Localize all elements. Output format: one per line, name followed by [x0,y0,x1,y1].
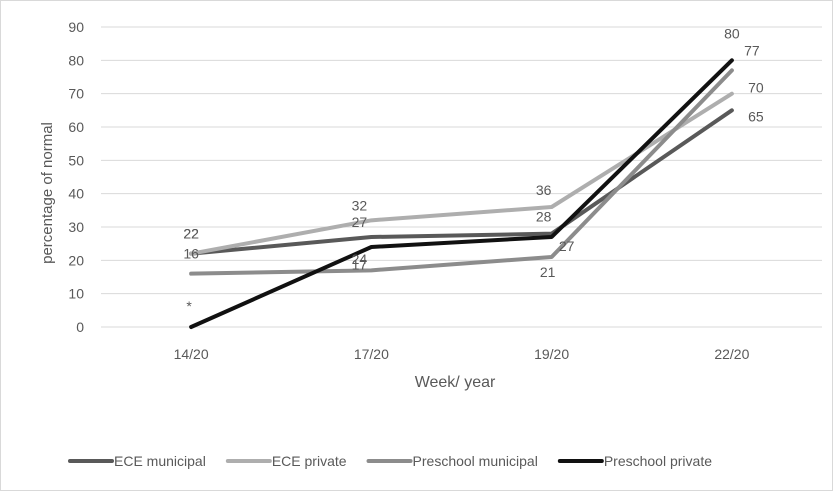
data-label: 27 [352,214,368,230]
x-tick-label: 17/20 [354,346,389,362]
y-tick-label: 80 [68,52,84,68]
data-label: 22 [183,226,199,242]
y-tick-label: 0 [76,319,84,335]
data-label: 17 [352,256,368,272]
data-label: 32 [352,197,368,213]
data-label: 70 [748,80,764,96]
legend-label: Preschool private [604,453,712,469]
data-label: 24 [352,251,368,267]
data-label: 22 [183,226,199,242]
y-tick-label: 90 [68,19,84,35]
x-tick-label: 14/20 [174,346,209,362]
legend-label: Preschool municipal [413,453,538,469]
data-label: 36 [536,182,552,198]
y-tick-label: 50 [68,152,84,168]
data-label: 21 [540,264,556,280]
legend: ECE municipal ECE private Preschool munici… [68,453,712,469]
y-tick-label: 10 [68,286,84,302]
y-tick-label: 20 [68,252,84,268]
legend-label: ECE municipal [114,453,206,469]
y-tick-label: 60 [68,119,84,135]
gridlines [101,26,822,328]
data-label: 16 [183,246,199,262]
x-tick-label: 19/20 [534,346,569,362]
series-line-ece-private [189,91,734,256]
data-label: * [186,298,192,314]
data-label: 77 [744,42,760,58]
x-tick-labels: 14/20 17/20 19/20 22/20 [174,346,750,362]
x-tick-label: 22/20 [714,346,749,362]
data-label: 27 [559,238,575,254]
y-tick-label: 40 [68,186,84,202]
series-lines [189,58,734,329]
series-line-preschool-private [189,58,734,329]
data-label: 28 [536,209,552,225]
series-line-ece-municipal [189,108,734,256]
y-axis-title: percentage of normal [39,122,56,264]
y-tick-label: 70 [68,86,84,102]
x-axis-title: Week/ year [415,374,496,391]
y-tick-labels: 0 10 20 30 40 50 60 70 80 90 [68,19,84,335]
data-label: 80 [724,25,740,41]
legend-label: ECE private [272,453,347,469]
y-tick-label: 30 [68,219,84,235]
series-line-preschool-municipal [189,68,734,276]
data-label: 65 [748,108,764,124]
